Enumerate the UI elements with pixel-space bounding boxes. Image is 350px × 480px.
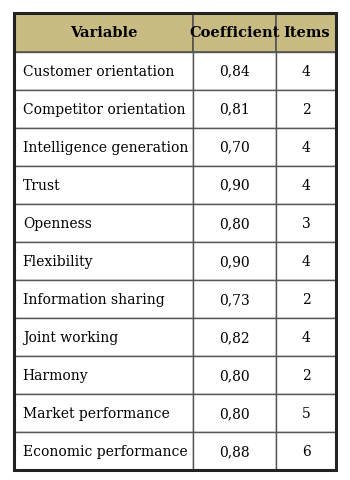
Bar <box>14 318 193 356</box>
Text: Market performance: Market performance <box>23 407 169 420</box>
Bar <box>276 356 336 395</box>
Text: Trust: Trust <box>23 179 60 192</box>
Text: 0,73: 0,73 <box>219 292 250 306</box>
Text: Information sharing: Information sharing <box>23 292 164 306</box>
Bar <box>193 52 276 90</box>
Bar <box>193 432 276 470</box>
Text: 3: 3 <box>302 216 310 230</box>
Text: 5: 5 <box>302 407 310 420</box>
Bar <box>193 356 276 395</box>
Bar <box>193 167 276 204</box>
Text: Economic performance: Economic performance <box>23 444 187 458</box>
Bar <box>276 90 336 129</box>
Bar <box>193 14 276 52</box>
Bar <box>193 242 276 280</box>
Bar <box>193 204 276 242</box>
Bar <box>14 432 193 470</box>
Bar <box>193 280 276 318</box>
Bar <box>276 395 336 432</box>
Text: 0,82: 0,82 <box>219 330 250 344</box>
Bar <box>193 395 276 432</box>
Text: 0,80: 0,80 <box>219 369 250 383</box>
Text: 6: 6 <box>302 444 310 458</box>
Bar <box>276 432 336 470</box>
Bar <box>276 129 336 167</box>
Text: Variable: Variable <box>70 26 137 40</box>
Text: Coefficient: Coefficient <box>189 26 280 40</box>
Bar <box>276 318 336 356</box>
Bar <box>276 52 336 90</box>
Bar <box>14 242 193 280</box>
Text: Harmony: Harmony <box>23 369 88 383</box>
Bar <box>14 90 193 129</box>
Bar <box>276 204 336 242</box>
Text: Items: Items <box>283 26 330 40</box>
Bar <box>276 280 336 318</box>
Bar <box>14 129 193 167</box>
Bar <box>193 129 276 167</box>
Bar <box>276 167 336 204</box>
Text: 2: 2 <box>302 369 310 383</box>
Text: 4: 4 <box>302 330 311 344</box>
Text: Openness: Openness <box>23 216 92 230</box>
Bar <box>14 167 193 204</box>
Bar <box>14 52 193 90</box>
Text: Intelligence generation: Intelligence generation <box>23 141 188 155</box>
Bar <box>193 90 276 129</box>
Text: 4: 4 <box>302 179 311 192</box>
Text: 0,70: 0,70 <box>219 141 250 155</box>
Bar <box>276 14 336 52</box>
Text: 0,81: 0,81 <box>219 102 250 116</box>
Text: 4: 4 <box>302 64 311 78</box>
Text: 0,80: 0,80 <box>219 407 250 420</box>
Text: 0,90: 0,90 <box>219 254 250 268</box>
Bar <box>14 280 193 318</box>
Bar <box>14 395 193 432</box>
Bar <box>14 204 193 242</box>
Text: 0,88: 0,88 <box>219 444 250 458</box>
Text: 2: 2 <box>302 102 310 116</box>
Bar <box>276 242 336 280</box>
Bar <box>193 318 276 356</box>
Bar <box>14 14 193 52</box>
Text: 0,90: 0,90 <box>219 179 250 192</box>
Text: Joint working: Joint working <box>23 330 118 344</box>
Text: Customer orientation: Customer orientation <box>23 64 174 78</box>
Text: 0,84: 0,84 <box>219 64 250 78</box>
Text: Flexibility: Flexibility <box>23 254 93 268</box>
Text: Competitor orientation: Competitor orientation <box>23 102 185 116</box>
Text: 0,80: 0,80 <box>219 216 250 230</box>
Text: 4: 4 <box>302 254 311 268</box>
Text: 4: 4 <box>302 141 311 155</box>
Bar <box>14 356 193 395</box>
Text: 2: 2 <box>302 292 310 306</box>
